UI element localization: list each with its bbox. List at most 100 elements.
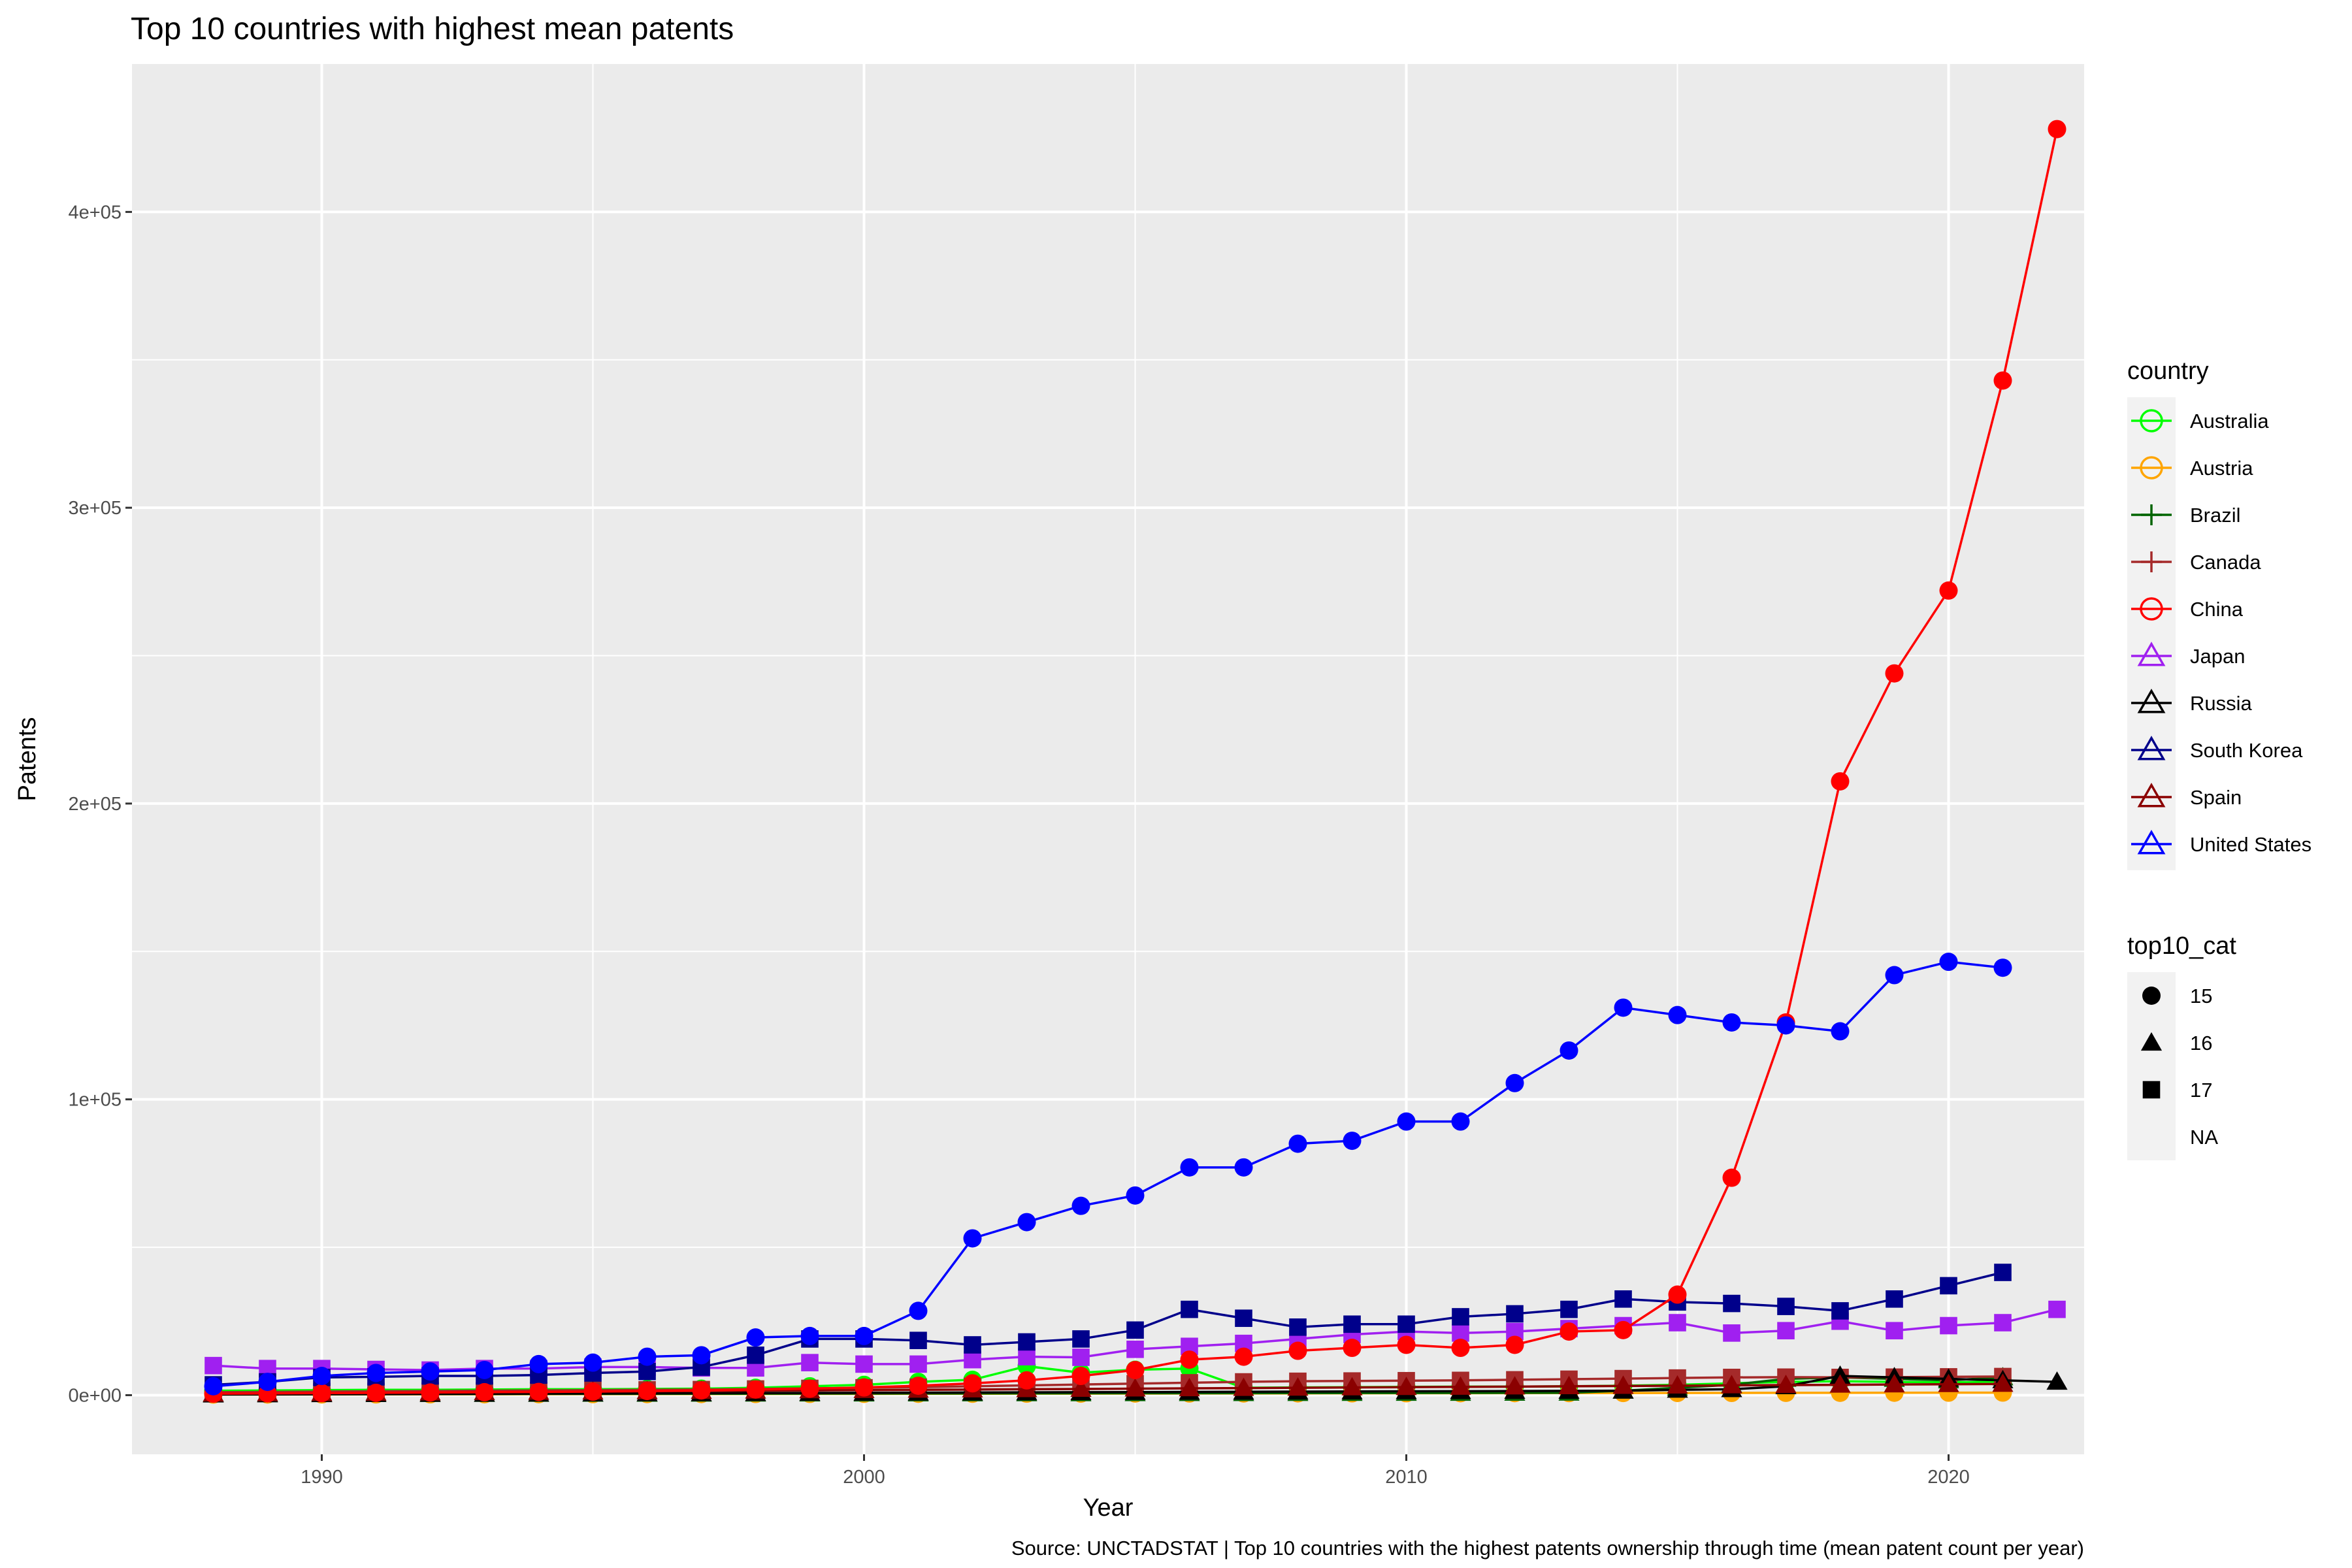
data-point-china: [1505, 1335, 1524, 1354]
legend-shape-marker-15: [2142, 987, 2161, 1005]
data-point-china: [583, 1382, 602, 1401]
data-point-japan: [909, 1355, 927, 1373]
data-point-united-states: [1505, 1073, 1524, 1092]
data-point-china: [1993, 371, 2012, 390]
data-point-china: [1397, 1335, 1416, 1354]
series-line-south-korea: [213, 1271, 2003, 1386]
legend-label-russia: Russia: [2190, 692, 2253, 715]
data-point-south-korea: [747, 1347, 764, 1364]
axis-ticks: 1990 2000 2010 2020 0e+00 1e+05 2e+05 3e+05 4e+0…: [69, 202, 1970, 1488]
legend-key-marker-china: [2140, 597, 2163, 621]
data-point-south-korea: [1886, 1290, 1903, 1308]
data-point-south-korea: [1614, 1290, 1632, 1308]
data-point-south-korea: [1723, 1294, 1740, 1313]
data-point-united-states: [1885, 966, 1904, 985]
data-point-china: [1451, 1339, 1470, 1358]
data-point-united-states: [1451, 1112, 1470, 1131]
data-point-spain: [1504, 1376, 1526, 1395]
data-point-united-states: [1234, 1158, 1253, 1177]
data-point-south-korea: [1452, 1308, 1469, 1326]
data-point-united-states: [1017, 1213, 1036, 1232]
data-point-china: [1939, 581, 1958, 600]
data-point-china: [475, 1382, 494, 1401]
data-point-spain: [1667, 1375, 1688, 1394]
chart-caption: Source: UNCTADSTAT | Top 10 countries wi…: [1011, 1537, 2084, 1560]
plot-panel: [132, 64, 2084, 1454]
legend-shape: top10_cat 15 16 17 NA: [2127, 932, 2236, 1160]
x-tick-label: 2010: [1385, 1467, 1428, 1488]
series-layer: [203, 120, 2068, 1404]
legend-key-marker-japan: [2137, 642, 2166, 666]
legend-country-title: country: [2127, 357, 2209, 385]
data-point-japan: [1777, 1322, 1795, 1340]
legend-label-canada: Canada: [2190, 551, 2261, 574]
data-point-south-korea: [964, 1336, 981, 1354]
x-tick-label: 1990: [301, 1467, 343, 1488]
legend-key-marker-brazil: [2141, 504, 2162, 525]
data-point-china: [800, 1379, 819, 1398]
data-point-united-states: [475, 1360, 494, 1379]
legend-label-south-korea: South Korea: [2190, 739, 2303, 762]
data-point-china: [367, 1383, 385, 1402]
data-point-south-korea: [1397, 1315, 1415, 1333]
data-point-japan: [1072, 1348, 1090, 1366]
data-point-united-states: [1126, 1186, 1145, 1205]
legend-label-spain: Spain: [2190, 786, 2242, 809]
data-point-united-states: [1993, 958, 2012, 977]
data-point-spain: [1612, 1375, 1634, 1394]
series-united-states: [204, 953, 2012, 1396]
data-point-united-states: [1939, 953, 1958, 972]
data-point-united-states: [1668, 1005, 1687, 1024]
series-line-australia: [213, 1365, 2003, 1392]
data-point-united-states: [1614, 998, 1633, 1017]
data-point-japan: [801, 1354, 819, 1371]
data-point-south-korea: [1072, 1330, 1090, 1348]
data-point-spain: [1179, 1377, 1200, 1397]
legend-key-marker-south-korea: [2137, 736, 2166, 760]
data-point-spain: [1992, 1373, 2014, 1392]
data-point-japan: [2048, 1300, 2066, 1318]
data-point-united-states: [963, 1229, 982, 1248]
legend-label-brazil: Brazil: [2190, 504, 2241, 527]
series-line-canada: [213, 1375, 2003, 1394]
y-axis-title: Patents: [14, 717, 41, 802]
data-point-china: [2048, 120, 2066, 139]
data-point-united-states: [1560, 1041, 1578, 1060]
data-point-united-states: [529, 1354, 548, 1373]
y-tick-label: 4e+05: [69, 202, 122, 223]
data-point-china: [1722, 1168, 1741, 1187]
chart-title: Top 10 countries with highest mean paten…: [131, 12, 734, 46]
data-point-south-korea: [1289, 1318, 1307, 1336]
data-point-china: [1180, 1350, 1199, 1369]
legend-key-marker-spain: [2137, 783, 2166, 808]
data-point-united-states: [312, 1367, 331, 1386]
data-point-spain: [1775, 1374, 1797, 1394]
legend-key-marker-austria: [2140, 456, 2163, 480]
y-tick-label: 1e+05: [69, 1090, 122, 1111]
data-point-united-states: [800, 1326, 819, 1345]
data-point-spain: [1233, 1377, 1254, 1396]
data-point-japan: [1994, 1314, 2012, 1331]
data-point-spain: [1450, 1376, 1471, 1395]
data-point-united-states: [258, 1373, 277, 1392]
data-point-china: [692, 1381, 711, 1400]
data-point-united-states: [1343, 1132, 1362, 1151]
legend-label-australia: Australia: [2190, 410, 2269, 433]
data-point-china: [1017, 1371, 1036, 1390]
data-point-japan: [1723, 1324, 1740, 1342]
data-point-spain: [1341, 1377, 1363, 1396]
data-point-spain: [1396, 1377, 1417, 1396]
data-point-russia: [2046, 1371, 2068, 1390]
data-point-united-states: [1397, 1112, 1416, 1131]
gridlines: [132, 64, 2084, 1454]
legend-shape-label-17: 17: [2190, 1079, 2212, 1102]
legend-shape-title: top10_cat: [2127, 932, 2236, 960]
data-point-china: [1126, 1360, 1145, 1379]
legend-key-marker-canada: [2141, 551, 2162, 572]
data-point-united-states: [1776, 1016, 1795, 1035]
data-point-china: [1560, 1322, 1578, 1341]
data-point-japan: [1126, 1340, 1144, 1358]
data-point-south-korea: [1181, 1300, 1198, 1318]
data-point-united-states: [1722, 1013, 1741, 1032]
legend-shape-marker-17: [2142, 1081, 2161, 1099]
